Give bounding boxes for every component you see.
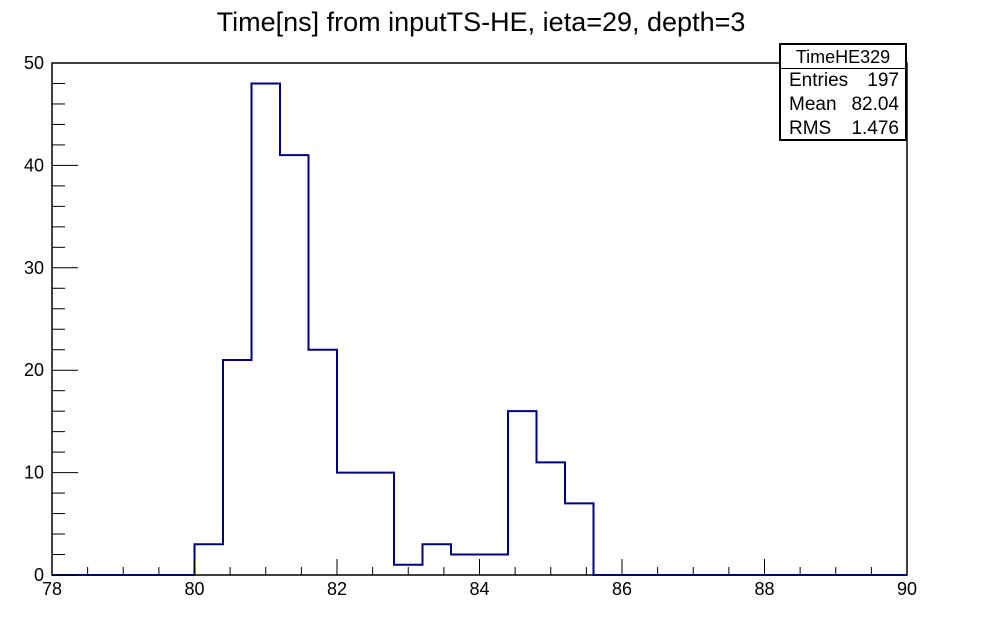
- histogram-bin: [195, 544, 224, 575]
- stats-row-mean: Mean 82.04: [781, 93, 905, 117]
- stats-value: 197: [867, 70, 899, 91]
- histogram-bin: [508, 411, 537, 575]
- histogram-bin: [309, 350, 338, 575]
- x-axis-ticks: 78 80 82 84 86 88 90: [42, 559, 917, 599]
- stats-label: Entries: [789, 70, 849, 91]
- histogram-outline: [52, 82, 907, 576]
- histogram-bin: [565, 503, 594, 575]
- stats-value: 82.04: [851, 94, 899, 115]
- chart-title: Time[ns] from inputTS-HE, ieta=29, depth…: [216, 7, 746, 37]
- stats-title: TimeHE329: [781, 45, 905, 69]
- histogram-bin: [451, 555, 480, 575]
- stats-label: Mean: [789, 94, 837, 115]
- y-tick-label: 50: [24, 53, 44, 73]
- y-axis-ticks: 0 10 20 30 40 50: [24, 53, 78, 585]
- x-tick-label: 80: [184, 579, 204, 599]
- histogram-bin: [337, 473, 366, 575]
- stats-label: RMS: [789, 118, 832, 139]
- x-tick-label: 86: [612, 579, 632, 599]
- histogram-bin: [537, 462, 566, 575]
- histogram-bin: [480, 555, 509, 575]
- stats-row-rms: RMS 1.476: [781, 117, 905, 141]
- histogram-bin: [366, 473, 395, 575]
- y-tick-label: 20: [24, 360, 44, 380]
- histogram-bin: [223, 360, 252, 575]
- y-tick-label: 40: [24, 155, 44, 175]
- x-tick-label: 78: [42, 579, 62, 599]
- x-tick-label: 84: [469, 579, 489, 599]
- histogram-bin: [423, 544, 452, 575]
- y-tick-label: 0: [34, 565, 44, 585]
- x-tick-label: 90: [897, 579, 917, 599]
- histogram-bin: [252, 83, 281, 575]
- x-tick-label: 82: [327, 579, 347, 599]
- stats-value: 1.476: [851, 118, 899, 139]
- stats-row-entries: Entries 197: [781, 69, 905, 93]
- histogram-bin: [280, 155, 309, 575]
- stats-box: TimeHE329 Entries 197 Mean 82.04 RMS 1.4…: [779, 43, 907, 141]
- y-tick-label: 30: [24, 258, 44, 278]
- x-tick-label: 88: [754, 579, 774, 599]
- y-tick-label: 10: [24, 463, 44, 483]
